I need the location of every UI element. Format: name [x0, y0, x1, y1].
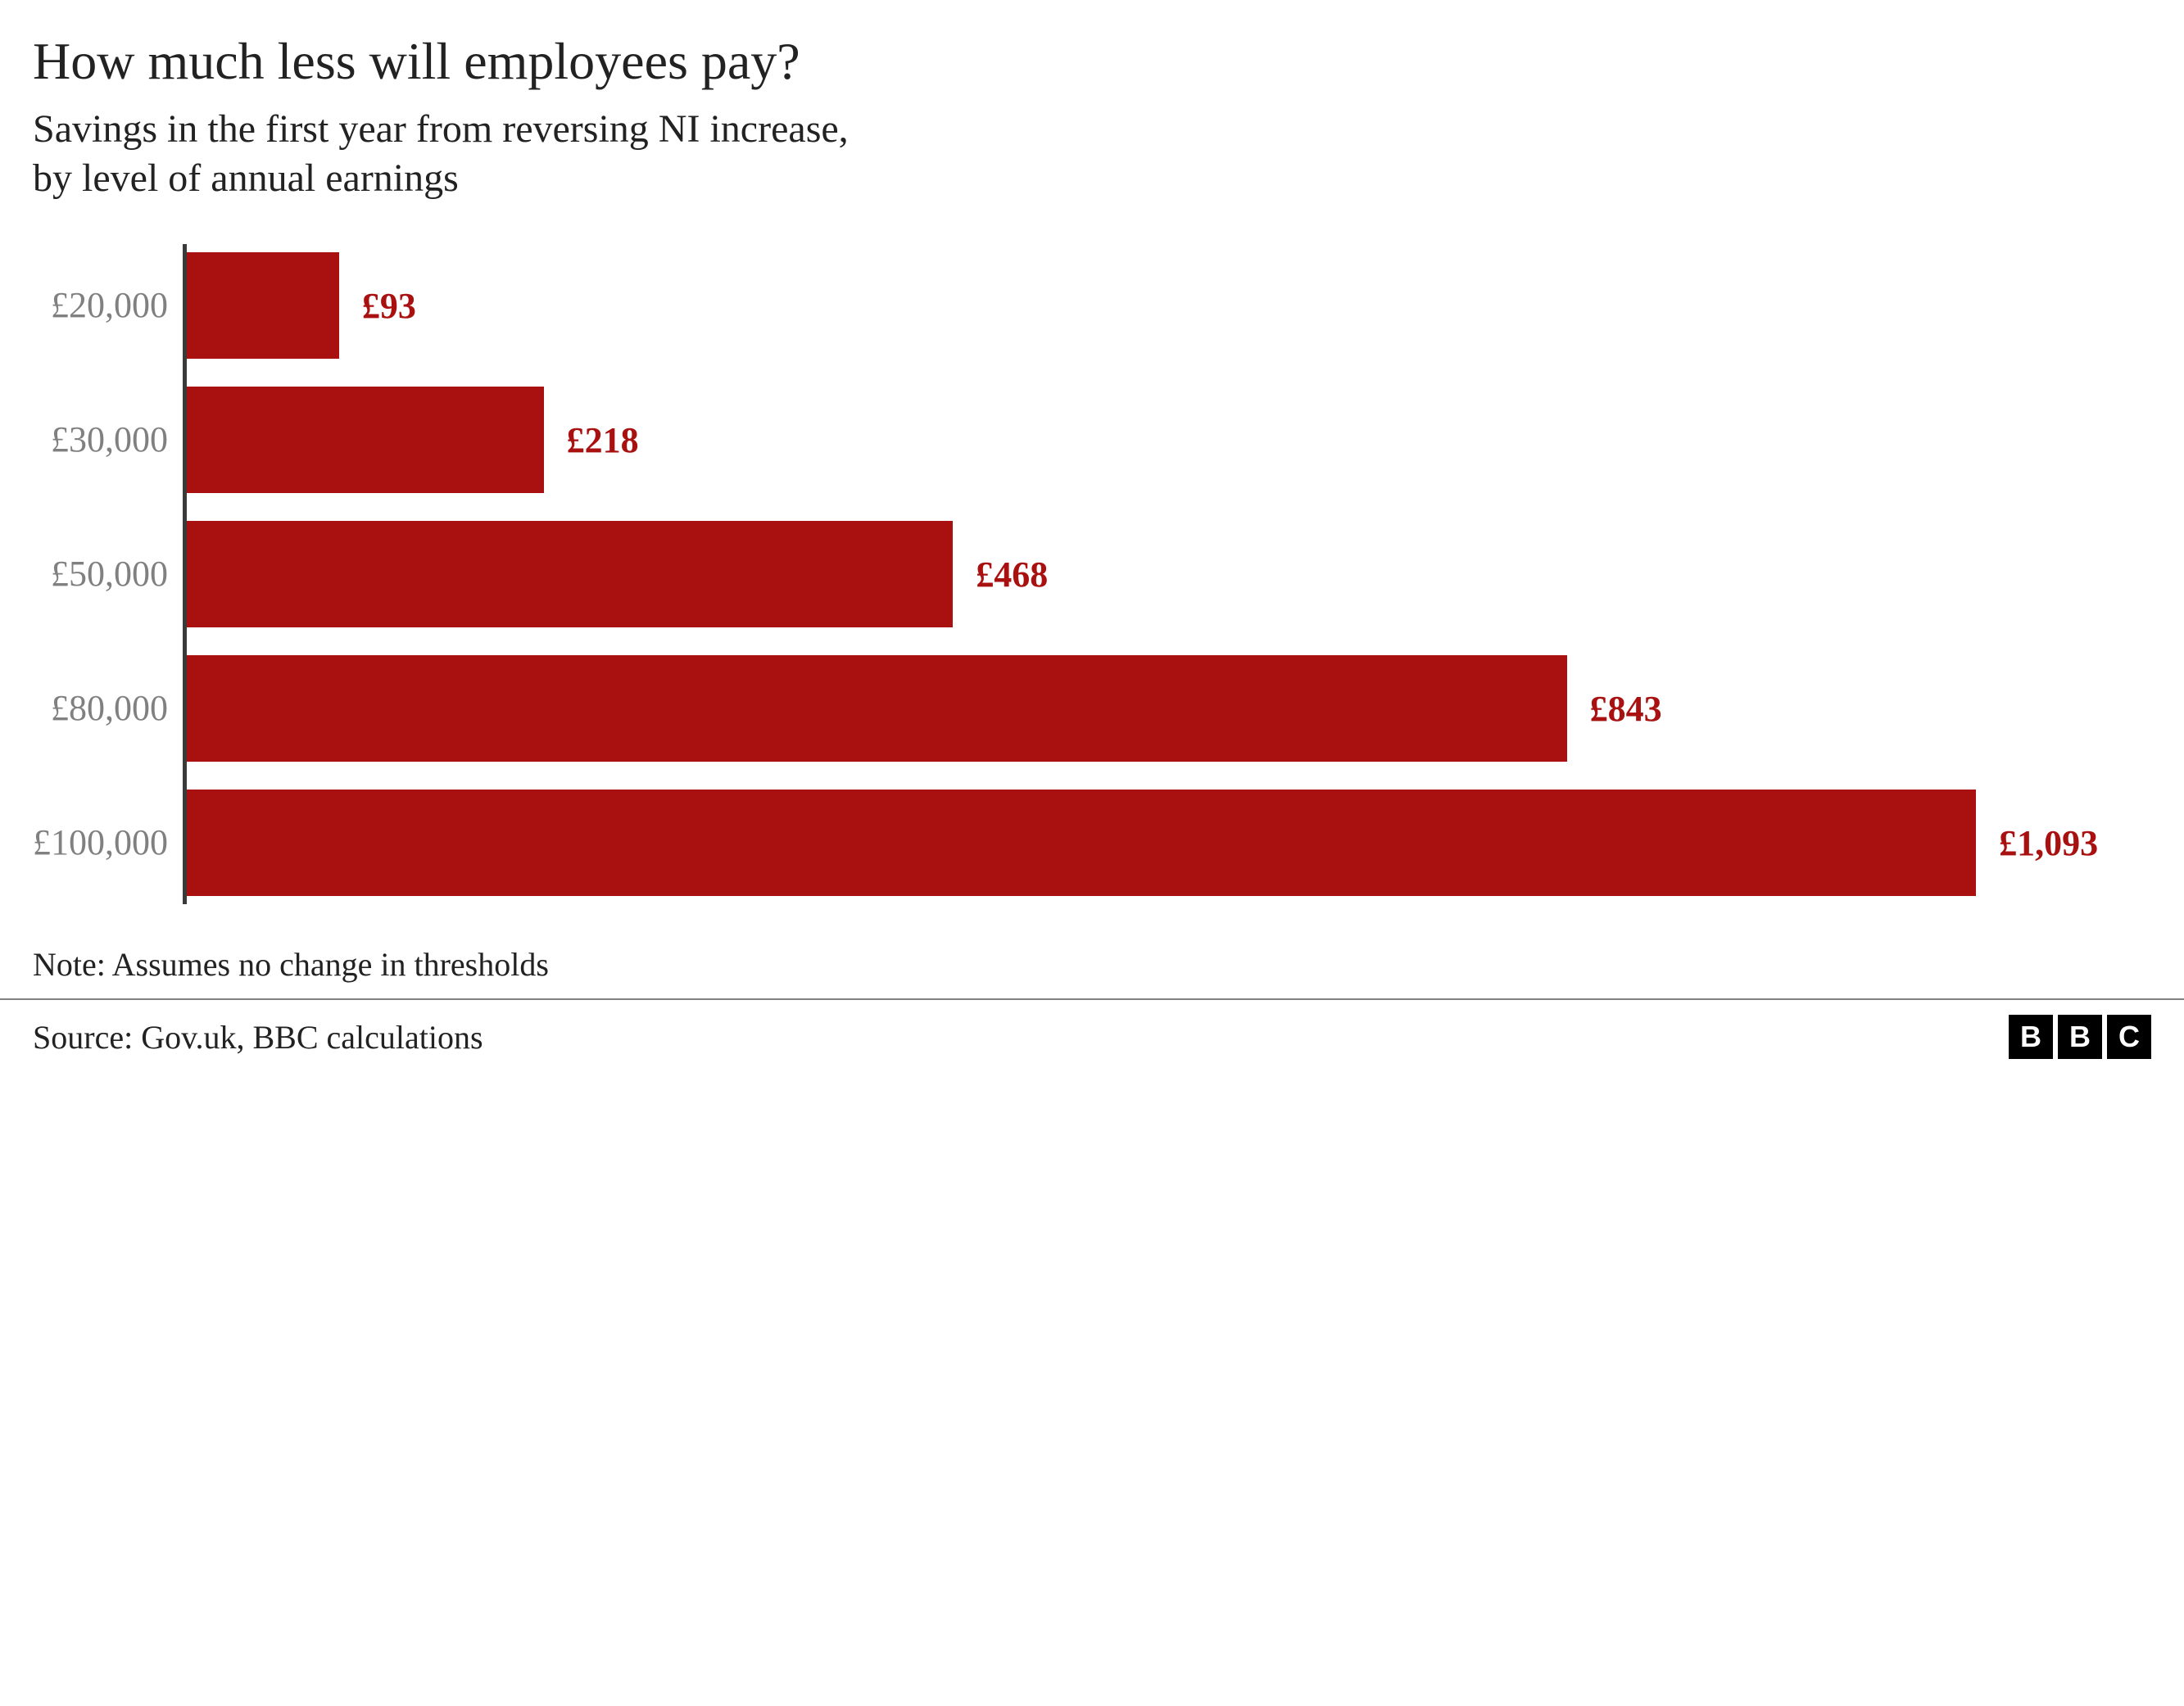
bar-value-label: £218 [567, 419, 639, 461]
bar-chart: £20,000 £30,000 £50,000 £80,000 £100,000 £93… [33, 244, 2151, 904]
bar [187, 521, 953, 627]
chart-title: How much less will employees pay? [33, 33, 2151, 90]
bar-row: £93 [187, 252, 2151, 359]
bar-row: £1,093 [187, 790, 2151, 896]
bar [187, 387, 544, 493]
y-axis-label: £20,000 [33, 252, 168, 359]
chart-footer: Source: Gov.uk, BBC calculations BBC [33, 1000, 2151, 1084]
logo-letter: B [2058, 1015, 2102, 1059]
bar-value-label: £843 [1590, 688, 1662, 730]
source-text: Source: Gov.uk, BBC calculations [33, 1018, 483, 1057]
bar-row: £468 [187, 521, 2151, 627]
y-axis-label: £50,000 [33, 521, 168, 627]
bar [187, 252, 339, 359]
bar [187, 790, 1976, 896]
chart-subtitle: Savings in the first year from reversing… [33, 105, 2151, 203]
chart-note: Note: Assumes no change in thresholds [33, 945, 2151, 998]
plot-area: £93 £218 £468 £843 £1,093 [183, 244, 2151, 904]
y-axis-label: £100,000 [33, 790, 168, 896]
bar [187, 655, 1567, 762]
bar-value-label: £1,093 [1999, 822, 2098, 864]
y-axis-labels: £20,000 £30,000 £50,000 £80,000 £100,000 [33, 244, 183, 904]
y-axis-label: £80,000 [33, 655, 168, 762]
bar-value-label: £93 [362, 285, 416, 327]
bar-row: £218 [187, 387, 2151, 493]
bar-value-label: £468 [976, 554, 1048, 595]
y-axis-label: £30,000 [33, 387, 168, 493]
bar-row: £843 [187, 655, 2151, 762]
bbc-logo: BBC [2009, 1015, 2151, 1059]
logo-letter: B [2009, 1015, 2053, 1059]
chart-container: How much less will employees pay? Saving… [33, 33, 2151, 1084]
logo-letter: C [2107, 1015, 2151, 1059]
